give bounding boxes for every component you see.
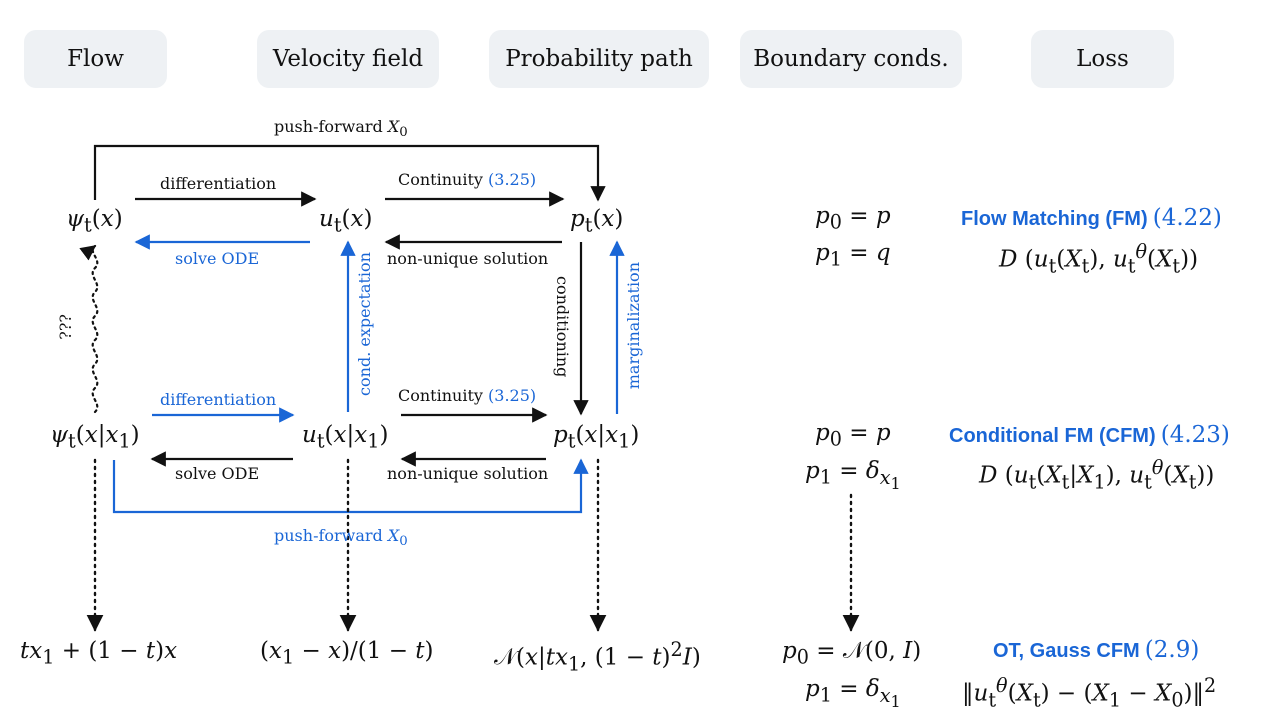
node-path-cond: pt(x|x1)	[553, 422, 640, 453]
boundary-ot-p1: p1 = δx1	[805, 676, 901, 711]
loss-fm-formula: D (ut(Xt), utθ(Xt))	[999, 240, 1199, 278]
header-velocity-field: Velocity field	[257, 30, 439, 88]
node-velocity-cond: ut(x|x1)	[302, 422, 389, 453]
push-forward-top-arrow	[93, 144, 606, 202]
node-flow-ot: tx1 + (1 − t)x	[20, 638, 178, 669]
boundary-fm-p0: p0 = p	[815, 203, 891, 234]
node-path: pt(x)	[570, 206, 624, 237]
loss-ot-formula: ‖utθ(Xt) − (X1 − X0)‖2	[962, 674, 1217, 712]
header-boundary-conds-label: Boundary conds.	[753, 46, 949, 72]
cond-expectation-label: cond. expectation	[355, 252, 374, 396]
header-loss: Loss	[1031, 30, 1174, 88]
header-flow: Flow	[24, 30, 167, 88]
node-flow-cond: ψt(x|x1)	[50, 422, 140, 453]
unknown-wavy-arrow	[79, 244, 99, 414]
header-loss-label: Loss	[1076, 46, 1129, 72]
solve-ode-bottom-label: solve ODE	[175, 464, 260, 483]
loss-fm-title: Flow Matching (FM) (4.22)	[961, 205, 1222, 231]
header-probability-path-label: Probability path	[505, 46, 693, 72]
node-path-ot: 𝒩(x|tx1, (1 − t)2I)	[494, 638, 701, 676]
non-unique-top-label: non-unique solution	[387, 249, 549, 268]
header-boundary-conds: Boundary conds.	[740, 30, 962, 88]
header-flow-label: Flow	[67, 46, 124, 72]
boundary-ot-p0: p0 = 𝒩(0, I)	[782, 638, 922, 669]
solve-ode-top-label: solve ODE	[175, 249, 260, 268]
non-unique-bottom-label: non-unique solution	[387, 464, 549, 483]
differentiation-bottom-label: differentiation	[160, 390, 277, 409]
conditioning-label: conditioning	[553, 276, 572, 378]
differentiation-top-label: differentiation	[160, 174, 277, 193]
node-velocity-ot: (x1 − x)/(1 − t)	[260, 638, 434, 669]
loss-ot-title: OT, Gauss CFM (2.9)	[993, 637, 1200, 663]
boundary-cfm-p1: p1 = δx1	[805, 458, 901, 493]
continuity-bottom-label: Continuity (3.25)	[398, 386, 537, 405]
boundary-fm-p1: p1 = q	[815, 240, 891, 271]
header-velocity-field-label: Velocity field	[272, 46, 424, 72]
continuity-top-label: Continuity (3.25)	[398, 170, 537, 189]
loss-cfm-formula: D (ut(Xt|X1), utθ(Xt))	[979, 456, 1215, 494]
node-flow: ψt(x)	[66, 206, 123, 237]
push-forward-bottom-label: push-forward X0	[274, 526, 408, 550]
loss-cfm-title: Conditional FM (CFM) (4.23)	[949, 422, 1230, 448]
boundary-cfm-p0: p0 = p	[815, 420, 891, 451]
header-probability-path: Probability path	[489, 30, 709, 88]
marginalization-label: marginalization	[624, 262, 643, 390]
unknown-label: ???	[56, 314, 75, 340]
push-forward-top-label: push-forward X0	[274, 117, 408, 141]
node-velocity: ut(x)	[319, 206, 373, 237]
